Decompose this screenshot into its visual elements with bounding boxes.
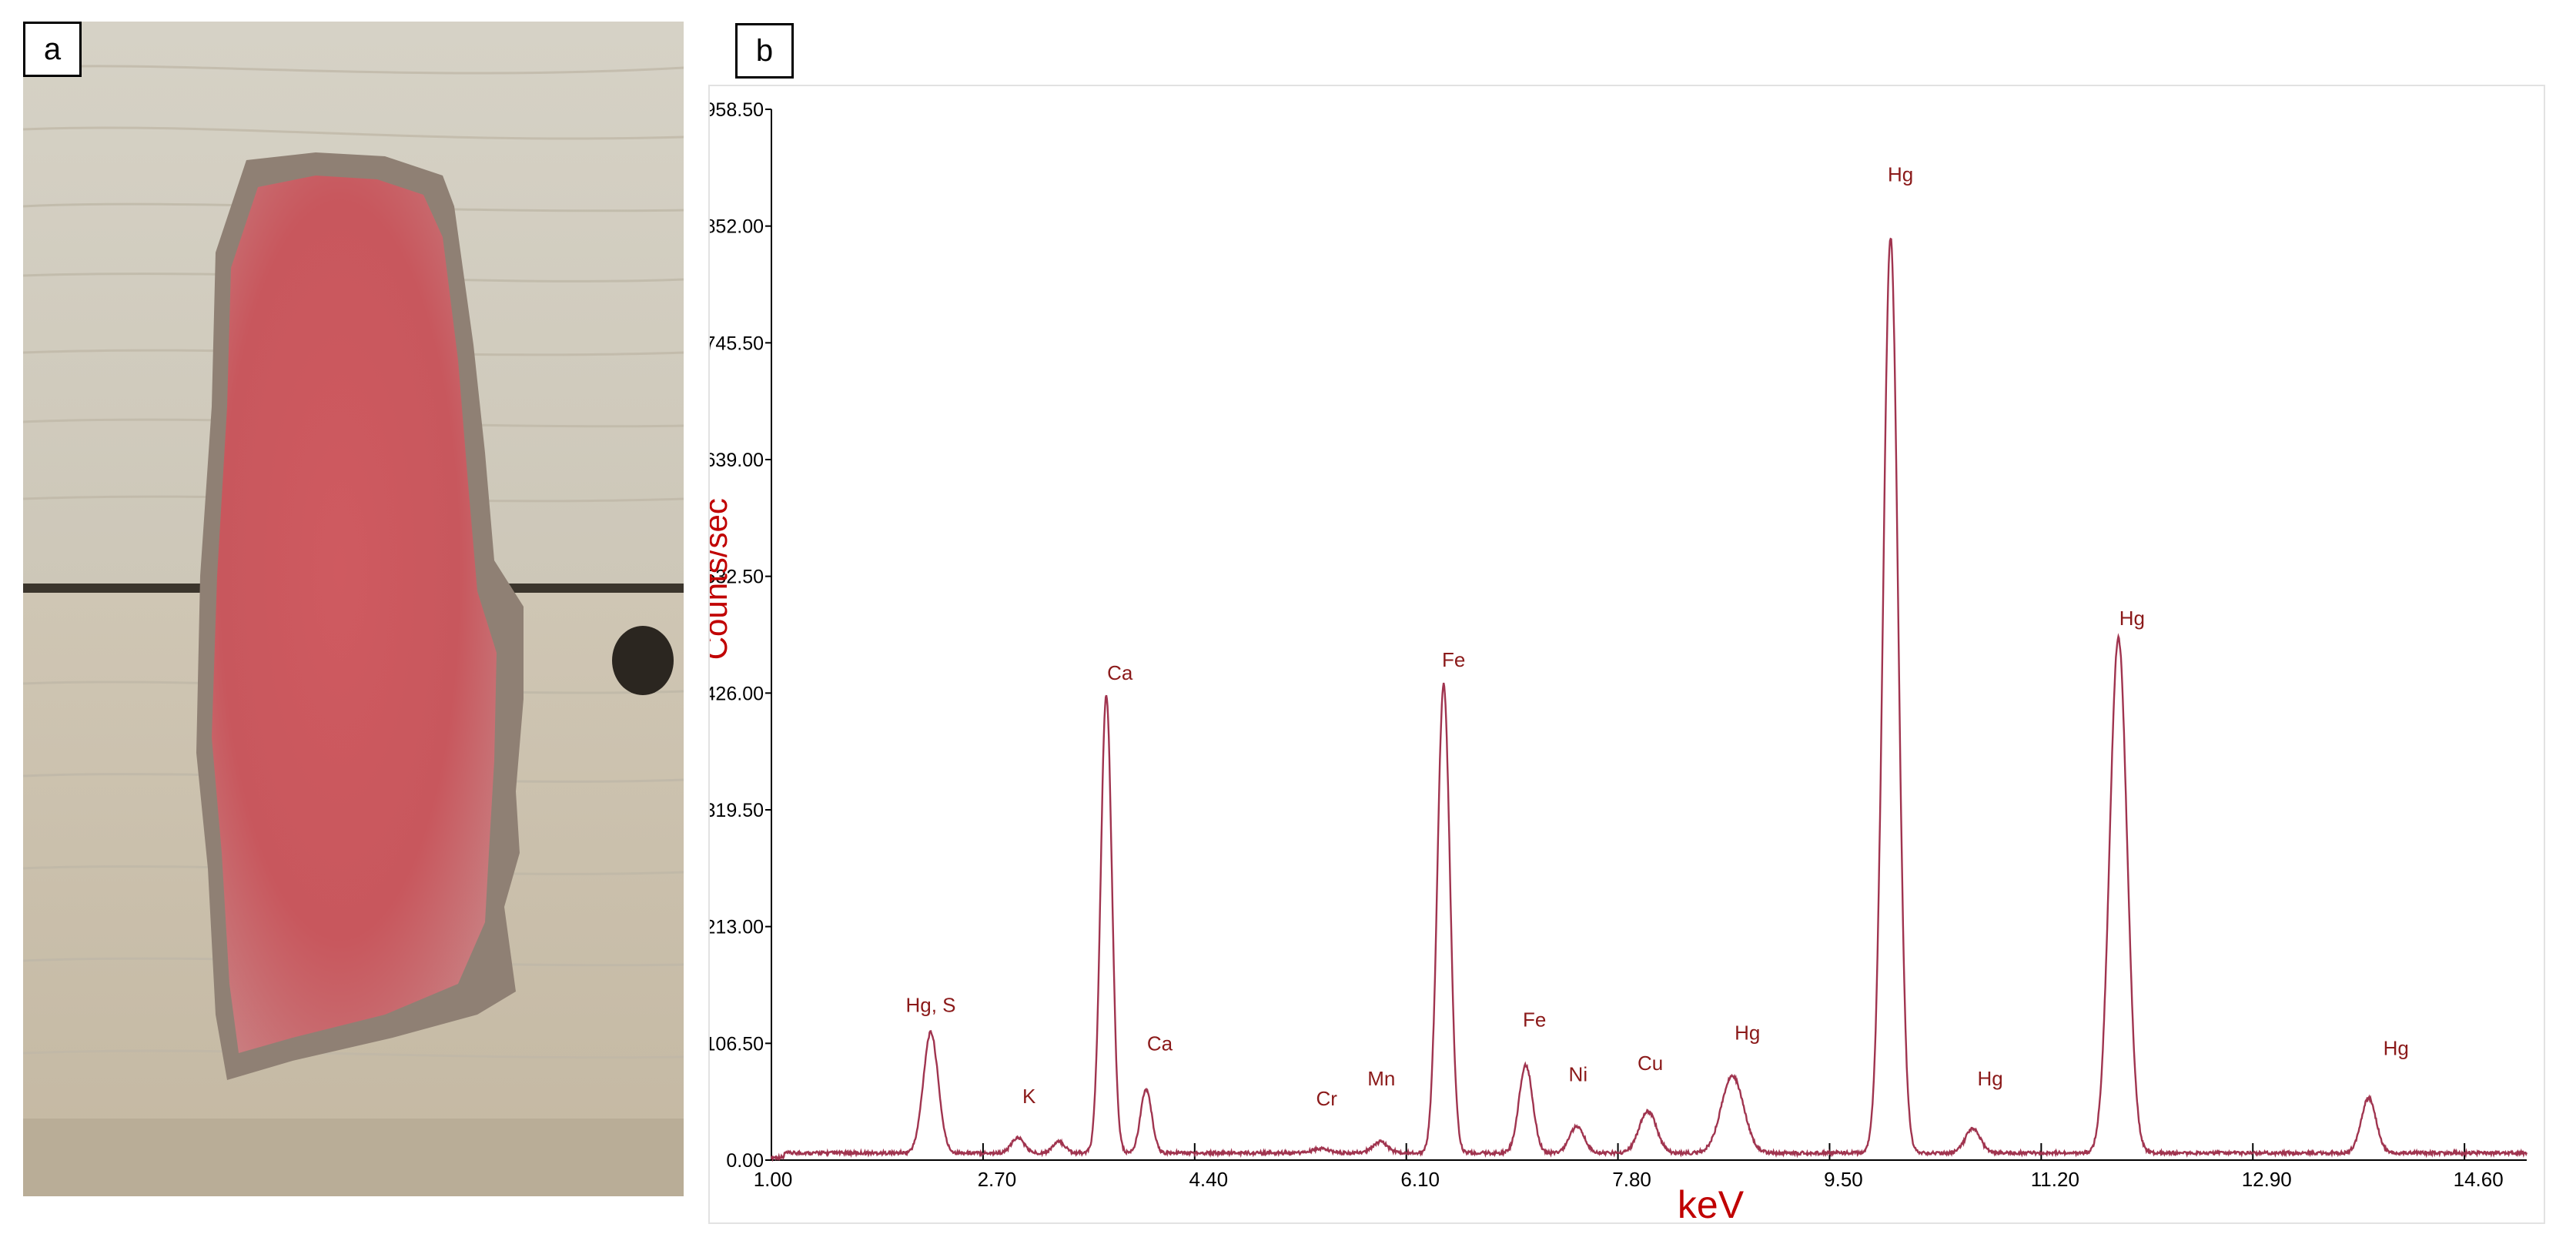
- y-tick-label: 852.00: [710, 216, 764, 238]
- spectrum-plot: 0.00 106.50 213.00 319.50 426.00 532.50 639.00…: [710, 99, 2528, 1226]
- peak-label: Hg, S: [905, 994, 955, 1017]
- x-tick-label: 6.10: [1400, 1168, 1440, 1191]
- x-tick-label: 7.80: [1612, 1168, 1651, 1191]
- y-tick-label: 532.50: [710, 567, 764, 588]
- x-tick-label: 4.40: [1189, 1168, 1228, 1191]
- peak-label: Ca: [1107, 661, 1133, 684]
- x-tick-label: 11.20: [2031, 1168, 2079, 1191]
- y-tick-label: 319.50: [710, 800, 764, 821]
- x-tick-label: 2.70: [978, 1168, 1017, 1191]
- y-axis-label: Counts/sec: [710, 498, 734, 660]
- peak-label: Ca: [1147, 1032, 1173, 1055]
- peak-label: Ni: [1569, 1062, 1588, 1085]
- panel-label-b: b: [735, 23, 794, 79]
- y-tick-label: 106.50: [710, 1033, 764, 1055]
- x-axis-ticks: 1.00 2.70 4.40 6.10 7.80 9.50 11.20 12.90 14.60: [754, 1143, 2504, 1191]
- peak-label: Cr: [1316, 1087, 1337, 1110]
- x-tick-label: 14.60: [2454, 1168, 2504, 1191]
- y-tick-label: 426.00: [710, 683, 764, 704]
- y-tick-label: 0.00: [726, 1150, 764, 1172]
- peak-annotations: Hg, S K Ca Ca Cr Mn Fe Fe Ni Cu Hg Hg Hg Hg Hg: [905, 162, 2408, 1110]
- peak-label: Hg: [2384, 1036, 2409, 1059]
- xrf-spectrum-chart: 0.00 106.50 213.00 319.50 426.00 532.50 639.00…: [708, 85, 2545, 1226]
- peak-label: Hg: [1735, 1021, 1760, 1044]
- peak-label: Cu: [1638, 1052, 1663, 1075]
- panel-label-a: a: [23, 22, 82, 77]
- peak-label: Hg: [2119, 607, 2145, 630]
- peak-label: Mn: [1367, 1067, 1395, 1090]
- x-axis-label: keV: [1678, 1183, 1745, 1226]
- peak-label: K: [1022, 1085, 1036, 1108]
- y-tick-label: 213.00: [710, 917, 764, 938]
- sample-photo: [23, 22, 684, 1196]
- x-tick-label: 1.00: [754, 1168, 793, 1191]
- x-tick-label: 9.50: [1824, 1168, 1863, 1191]
- sample-photo-graphic: [23, 22, 684, 1196]
- peak-label: Hg: [1977, 1067, 2002, 1090]
- y-tick-label: 639.00: [710, 450, 764, 471]
- y-tick-label: 958.50: [710, 99, 764, 121]
- y-axis-ticks: 0.00 106.50 213.00 319.50 426.00 532.50 639.00…: [710, 99, 771, 1172]
- peak-label: Fe: [1442, 648, 1465, 671]
- peak-label: Hg: [1888, 162, 1913, 186]
- spectrum-series-line: [770, 237, 2528, 1162]
- x-tick-label: 12.90: [2242, 1168, 2292, 1191]
- red-paint-layer: [212, 176, 497, 1053]
- y-tick-label: 745.50: [710, 333, 764, 354]
- peak-label: Fe: [1523, 1008, 1546, 1031]
